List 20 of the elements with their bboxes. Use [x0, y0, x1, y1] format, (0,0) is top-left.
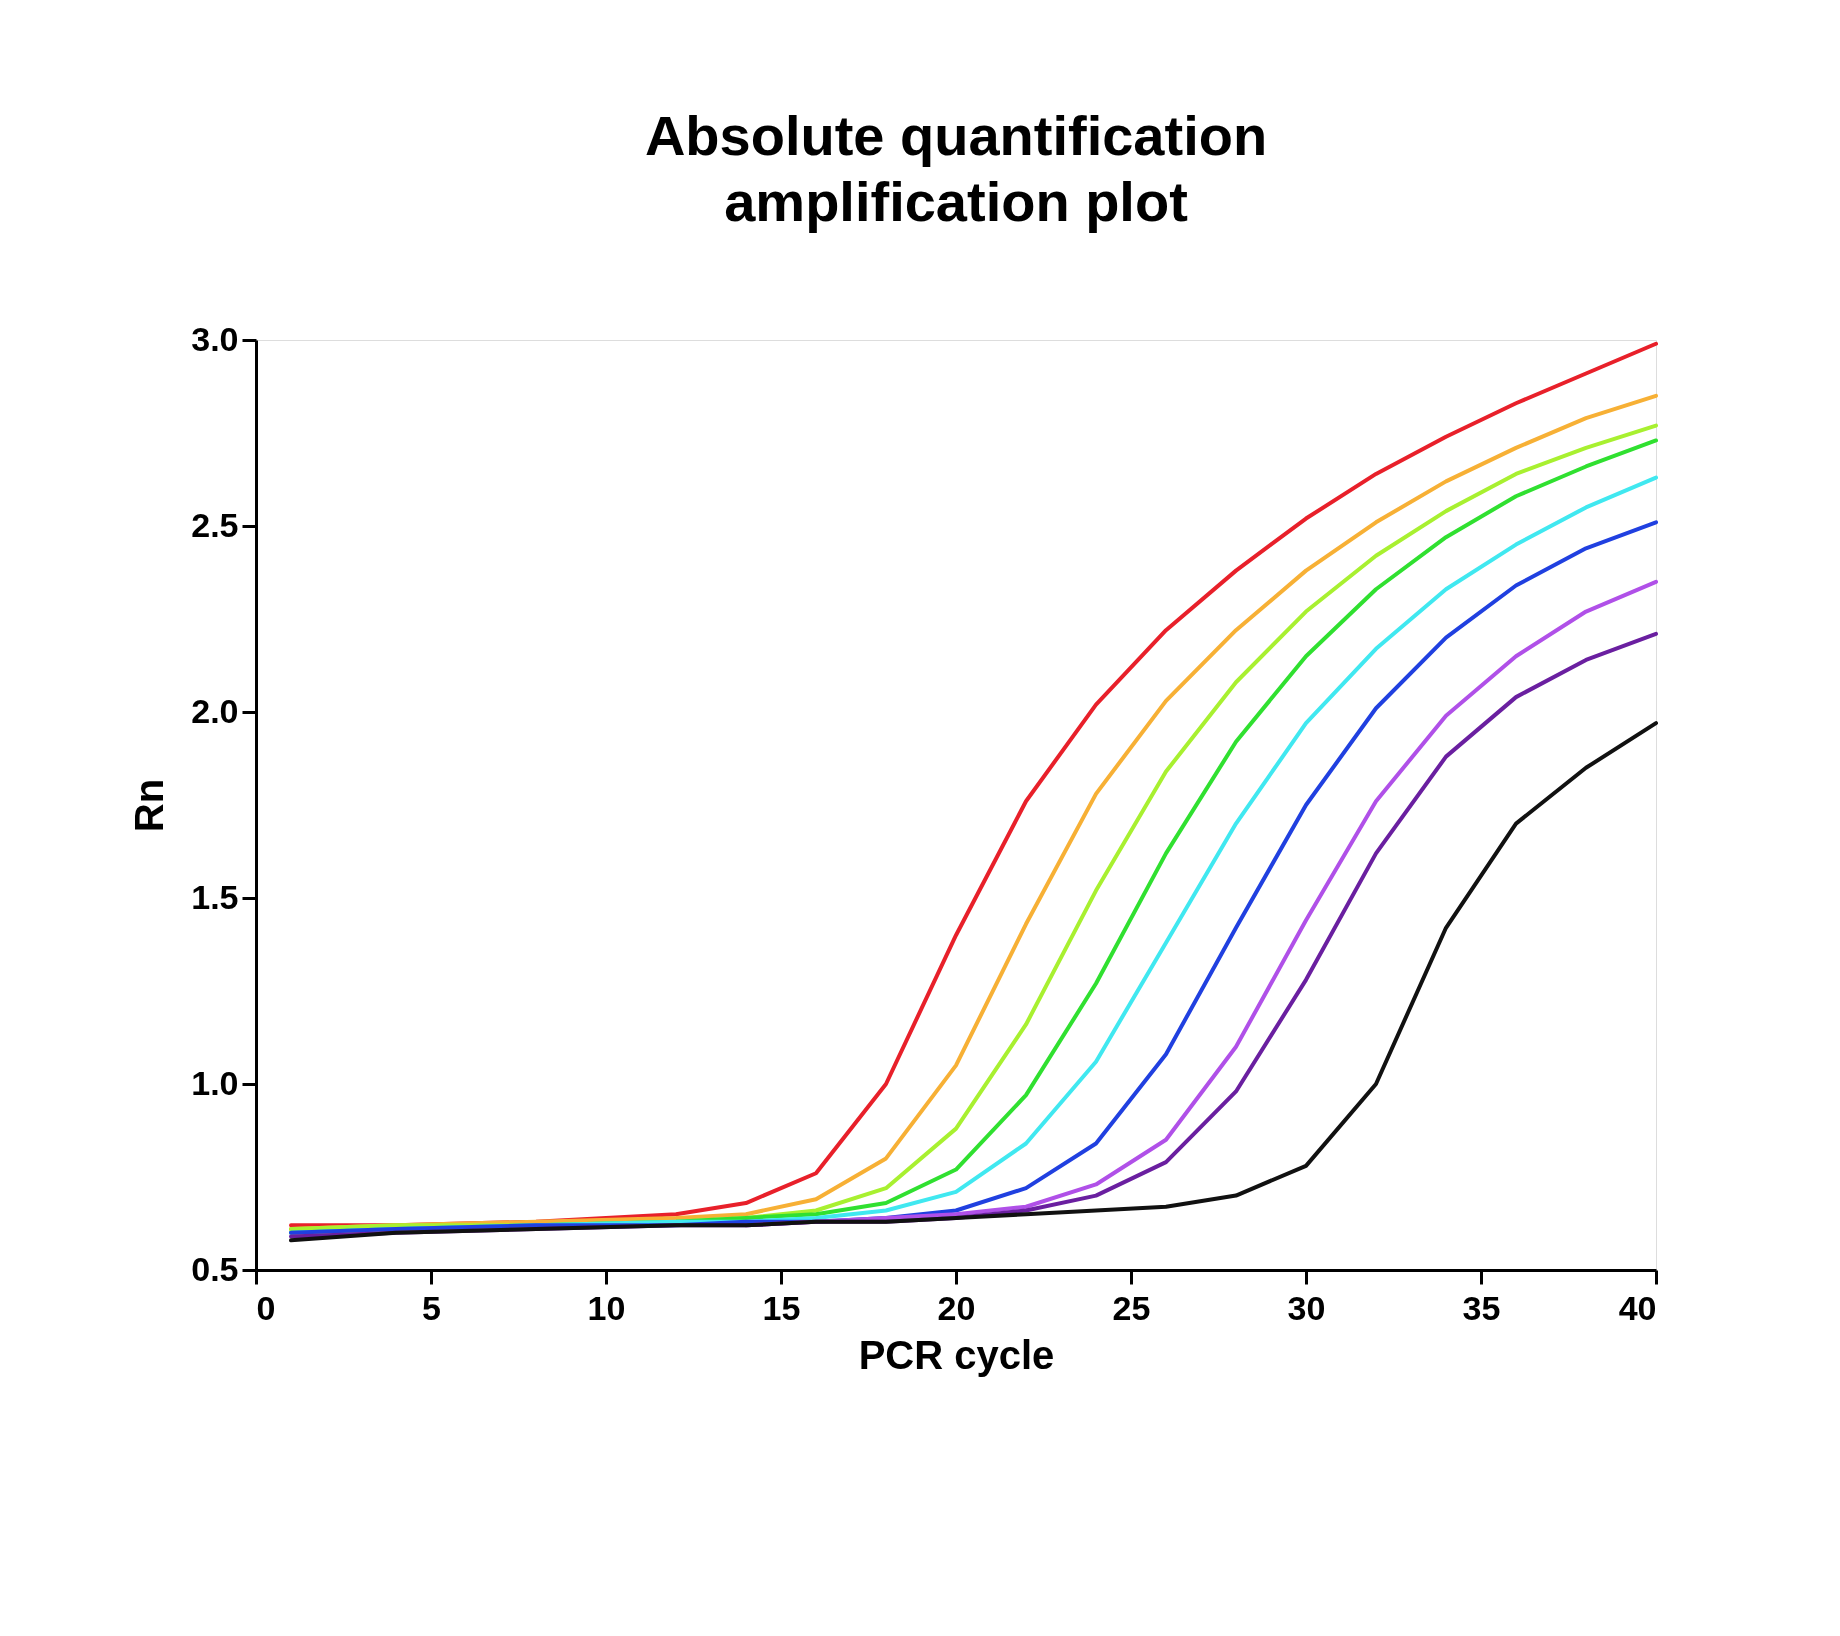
x-tick-label: 30: [1287, 1288, 1326, 1327]
y-tick-label: 1.5: [191, 877, 239, 916]
x-tick-label: 5: [422, 1288, 441, 1327]
x-tick-label: 0: [256, 1288, 276, 1327]
x-tick-label: 40: [1618, 1288, 1657, 1327]
y-tick-label: 2.5: [191, 505, 239, 544]
x-axis-title: PCR cycle: [858, 1332, 1055, 1377]
x-tick-label: 35: [1462, 1288, 1501, 1327]
y-tick-label: 0.5: [191, 1249, 239, 1288]
x-tick-label: 10: [587, 1288, 626, 1327]
x-tick-label: 25: [1112, 1288, 1151, 1327]
y-axis-title: Rn: [127, 778, 172, 833]
text: amplification plot: [724, 170, 1188, 233]
y-tick-label: 2.0: [191, 691, 239, 730]
text: Absolute quantification: [644, 104, 1268, 167]
x-tick-label: 20: [937, 1288, 976, 1327]
y-tick-label: 3.0: [191, 319, 239, 358]
line-series: [289, 721, 1658, 1243]
x-tick-label: 15: [762, 1288, 801, 1327]
y-tick-label: 1.0: [191, 1063, 239, 1102]
